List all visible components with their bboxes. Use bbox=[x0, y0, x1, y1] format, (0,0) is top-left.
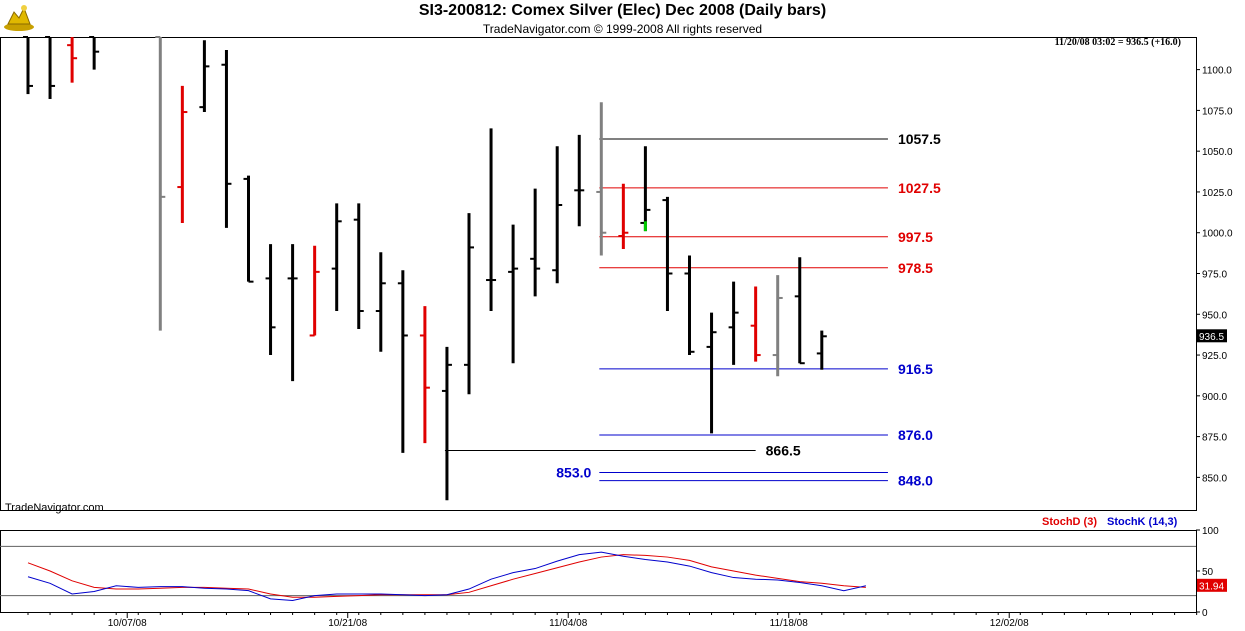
legend-stochk: StochK (14,3) bbox=[1107, 516, 1178, 528]
price-panel bbox=[0, 37, 1197, 511]
ohlc-bar bbox=[353, 203, 364, 329]
level-label: 1027.5 bbox=[898, 180, 941, 196]
level-label: 876.0 bbox=[898, 427, 933, 443]
date-tick-label: 10/21/08 bbox=[328, 618, 367, 629]
ohlc-bar bbox=[23, 36, 33, 95]
ohlc-bar bbox=[397, 270, 408, 453]
legend-stochd: StochD (3) bbox=[1042, 516, 1097, 528]
price-tick-label: 850.0 bbox=[1202, 473, 1227, 484]
chart-subtitle: TradeNavigator.com © 1999-2008 All right… bbox=[482, 22, 763, 36]
ohlc-bar bbox=[508, 224, 519, 364]
ohlc-bar bbox=[441, 346, 452, 501]
level-lines: 1057.5 1027.5 997.5 978.5 916.5 876.0 866.5 853… bbox=[444, 131, 941, 489]
ohlc-bar bbox=[464, 213, 474, 395]
price-readout: 11/20/08 03:02 = 936.5 (+16.0) bbox=[1054, 37, 1181, 48]
stochastic-panel-border bbox=[0, 530, 1197, 613]
trade-navigator-logo-icon bbox=[2, 2, 36, 37]
ohlc-bar bbox=[419, 306, 430, 444]
ohlc-bar bbox=[89, 36, 100, 70]
ohlc-bar bbox=[706, 312, 717, 434]
ohlc-bar bbox=[728, 281, 739, 365]
ohlc-bar bbox=[243, 175, 254, 283]
last-price-box bbox=[1197, 329, 1227, 343]
ohlc-bars bbox=[23, 36, 827, 501]
stoch-last-label: 31.94 bbox=[1199, 581, 1224, 592]
ohlc-bar bbox=[816, 330, 827, 370]
stoch-last-box bbox=[1197, 578, 1227, 592]
price-tick-label: 950.0 bbox=[1202, 310, 1227, 321]
ohlc-bar bbox=[67, 37, 78, 83]
stochastic-panel bbox=[0, 530, 1197, 613]
ohlc-bar bbox=[772, 275, 783, 377]
stoch-tick-label: 0 bbox=[1202, 608, 1208, 619]
price-tick-label: 875.0 bbox=[1202, 433, 1227, 444]
ohlc-bar bbox=[45, 36, 56, 99]
price-tick-label: 975.0 bbox=[1202, 270, 1227, 281]
date-tick-label: 11/04/08 bbox=[549, 618, 588, 629]
price-tick-label: 1000.0 bbox=[1202, 229, 1233, 240]
date-tick-label: 10/07/08 bbox=[108, 618, 147, 629]
ohlc-bar bbox=[331, 203, 342, 312]
level-label: 848.0 bbox=[898, 473, 933, 489]
ohlc-bar bbox=[155, 36, 166, 331]
date-axis: 10/07/08 10/21/08 11/04/08 11/18/08 12/02/08 bbox=[27, 612, 1198, 629]
ohlc-bar bbox=[750, 286, 761, 362]
date-tick-label: 11/18/08 bbox=[770, 618, 809, 629]
ohlc-bar bbox=[309, 245, 320, 337]
ohlc-bar bbox=[375, 252, 386, 352]
ohlc-bar bbox=[794, 257, 805, 365]
level-label: 1057.5 bbox=[898, 131, 941, 147]
ohlc-bar bbox=[596, 102, 607, 256]
ohlc-bar bbox=[287, 244, 298, 382]
last-price-label: 936.5 bbox=[1199, 332, 1224, 343]
price-panel-border bbox=[0, 37, 1197, 511]
level-label: 853.0 bbox=[556, 464, 591, 480]
level-label: 997.5 bbox=[898, 229, 933, 245]
level-label: 866.5 bbox=[766, 442, 801, 458]
price-axis: 850.0 875.0 900.0 925.0 950.0 975.0 1000.0 1025… bbox=[1196, 66, 1233, 484]
level-label: 916.5 bbox=[898, 361, 933, 377]
ohlc-bar bbox=[177, 85, 188, 223]
stoch-tick-label: 50 bbox=[1202, 567, 1214, 578]
stoch-series-line bbox=[27, 554, 866, 598]
ohlc-bar bbox=[662, 196, 673, 312]
ohlc-bar bbox=[199, 40, 210, 113]
ohlc-bar bbox=[574, 134, 585, 227]
price-tick-label: 900.0 bbox=[1202, 392, 1227, 403]
ohlc-bar bbox=[684, 255, 695, 356]
stochastic-lines bbox=[27, 551, 867, 602]
ohlc-bar bbox=[618, 183, 629, 250]
ohlc-bar bbox=[530, 188, 541, 297]
price-tick-label: 1100.0 bbox=[1202, 66, 1232, 77]
ohlc-bar bbox=[265, 244, 276, 356]
level-label: 978.5 bbox=[898, 260, 933, 276]
price-tick-label: 925.0 bbox=[1202, 351, 1227, 362]
price-tick-label: 1075.0 bbox=[1202, 106, 1233, 117]
ohlc-bar bbox=[486, 128, 497, 312]
price-tick-label: 1050.0 bbox=[1202, 147, 1233, 158]
date-tick-label: 12/02/08 bbox=[990, 618, 1029, 629]
ohlc-bar bbox=[221, 50, 232, 228]
ohlc-bar bbox=[552, 146, 563, 284]
chart-title: SI3-200812: Comex Silver (Elec) Dec 2008… bbox=[418, 2, 827, 19]
stoch-tick-label: 100 bbox=[1202, 526, 1219, 537]
price-tick-label: 1025.0 bbox=[1202, 188, 1233, 199]
ohlc-bar bbox=[640, 146, 651, 232]
stochastic-axis: 0 50 100 31.94 bbox=[1196, 526, 1227, 619]
stoch-series-line bbox=[27, 551, 867, 602]
